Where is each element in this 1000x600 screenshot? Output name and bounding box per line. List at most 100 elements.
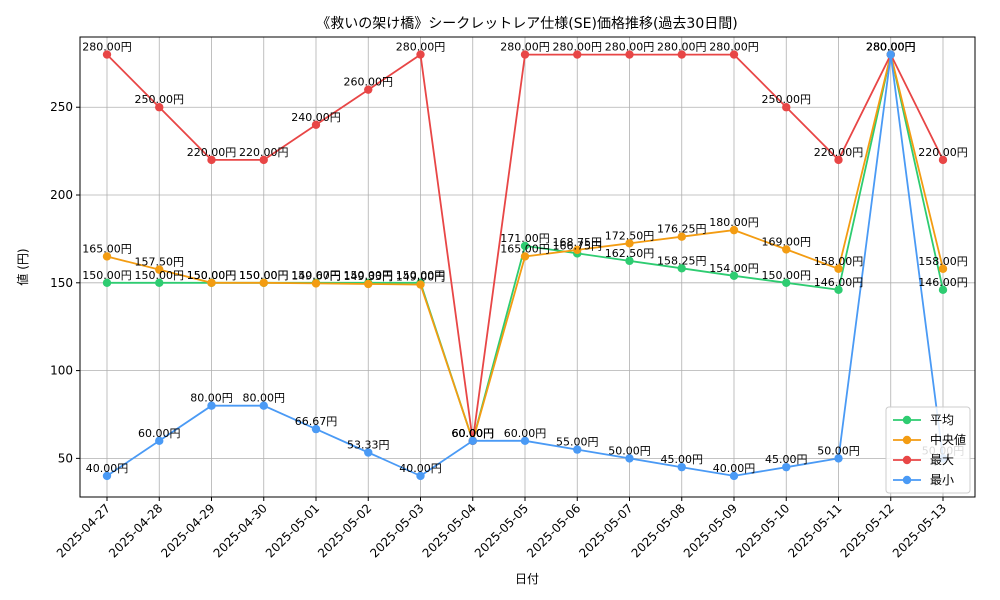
data-point: [259, 401, 268, 410]
data-label: 280.00円: [866, 41, 916, 54]
legend-swatch-marker: [902, 435, 912, 445]
data-point: [155, 436, 164, 446]
data-label: 176.25円: [657, 223, 707, 236]
data-point: [834, 454, 843, 463]
data-label: 149.33円: [344, 270, 394, 283]
data-label: 60.00円: [452, 427, 495, 440]
data-point: [102, 50, 112, 59]
data-point: [364, 85, 373, 94]
data-label: 149.67円: [291, 269, 341, 282]
data-label: 60.00円: [138, 427, 181, 440]
data-point: [155, 265, 164, 274]
data-label: 157.50円: [135, 256, 185, 269]
data-point: [573, 445, 582, 454]
data-point: [625, 50, 634, 59]
x-axis: 2025-04-272025-04-282025-04-292025-04-30…: [54, 497, 949, 560]
data-label: 280.00円: [866, 41, 916, 54]
data-label: 150.00円: [291, 269, 341, 282]
legend-label: 平均: [930, 413, 954, 427]
data-point: [207, 401, 216, 410]
data-label: 158.25円: [657, 254, 707, 267]
data-point: [729, 225, 739, 235]
x-tick-label: 2025-05-09: [681, 501, 740, 560]
y-axis-label: 値 (円): [15, 248, 30, 285]
plot-frame: [79, 36, 976, 498]
data-point: [207, 278, 216, 288]
y-tick-label: 50: [58, 451, 73, 465]
data-point: [311, 120, 321, 129]
data-label: 53.33円: [347, 439, 390, 452]
data-label: 280.00円: [709, 41, 759, 54]
x-tick-label: 2025-05-10: [733, 501, 792, 560]
data-point: [729, 471, 739, 481]
data-labels: 150.00円 150.00円 150.00円 150.00円 150.00円 150.0…: [82, 41, 968, 475]
data-point: [573, 245, 582, 255]
data-point: [102, 471, 112, 481]
data-label: 240.00円: [291, 111, 341, 124]
data-point: [886, 50, 895, 59]
y-tick-label: 200: [50, 188, 73, 202]
data-label: 280.00円: [866, 41, 916, 54]
data-point: [834, 155, 843, 165]
data-label: 40.00円: [713, 462, 756, 475]
data-label: 168.75円: [553, 236, 603, 249]
data-point: [311, 424, 321, 434]
x-tick-label: 2025-04-27: [54, 501, 113, 560]
x-tick-label: 2025-05-02: [315, 501, 374, 560]
y-tick-label: 100: [50, 364, 73, 378]
data-point: [520, 50, 530, 59]
data-label: 172.50円: [605, 229, 655, 242]
data-point: [677, 264, 686, 273]
data-point: [677, 50, 686, 59]
x-tick-label: 2025-05-01: [263, 501, 322, 560]
data-point: [311, 279, 321, 288]
data-point: [259, 155, 268, 165]
x-tick-label: 2025-04-29: [158, 501, 217, 560]
data-point: [625, 256, 634, 266]
data-label: 280.00円: [657, 41, 707, 54]
data-label: 150.00円: [82, 269, 132, 282]
legend-label: 最大: [930, 453, 954, 467]
data-point: [520, 436, 530, 446]
data-point: [782, 462, 791, 472]
data-label: 165.00円: [500, 242, 550, 255]
legend-swatch-marker: [902, 415, 912, 425]
data-label: 150.00円: [135, 269, 185, 282]
data-point: [782, 103, 791, 112]
y-tick-label: 250: [50, 100, 73, 114]
data-label: 146.00円: [814, 276, 864, 289]
x-tick-label: 2025-05-11: [785, 501, 844, 560]
data-label: 40.00円: [86, 462, 129, 475]
data-label: 280.00円: [396, 41, 446, 54]
data-label: 50.00円: [608, 444, 651, 457]
data-point: [938, 155, 948, 165]
data-label: 250.00円: [762, 93, 812, 106]
data-point: [782, 278, 791, 288]
x-tick-label: 2025-05-06: [524, 501, 583, 560]
data-label: 60.00円: [452, 427, 495, 440]
data-point: [520, 252, 530, 261]
data-point: [677, 232, 686, 241]
x-tick-label: 2025-04-30: [211, 501, 270, 560]
data-point: [259, 278, 268, 288]
data-label: 158.00円: [918, 255, 968, 268]
data-label: 220.00円: [239, 146, 289, 159]
data-point: [155, 278, 164, 288]
data-label: 280.00円: [866, 41, 916, 54]
data-label: 149.00円: [396, 271, 446, 284]
data-point: [207, 155, 216, 165]
data-point: [416, 280, 425, 289]
data-label: 150.00円: [344, 269, 394, 282]
data-label: 146.00円: [918, 276, 968, 289]
data-label: 250.00円: [135, 93, 185, 106]
data-point: [416, 50, 425, 59]
data-label: 220.00円: [814, 146, 864, 159]
data-label: 220.00円: [918, 146, 968, 159]
data-label: 60.00円: [452, 427, 495, 440]
data-label: 162.50円: [605, 247, 655, 260]
legend-swatch-marker: [902, 455, 912, 465]
x-tick-label: 2025-05-07: [576, 501, 635, 560]
data-point: [573, 50, 582, 59]
data-point: [416, 471, 425, 481]
data-label: 280.00円: [500, 41, 550, 54]
